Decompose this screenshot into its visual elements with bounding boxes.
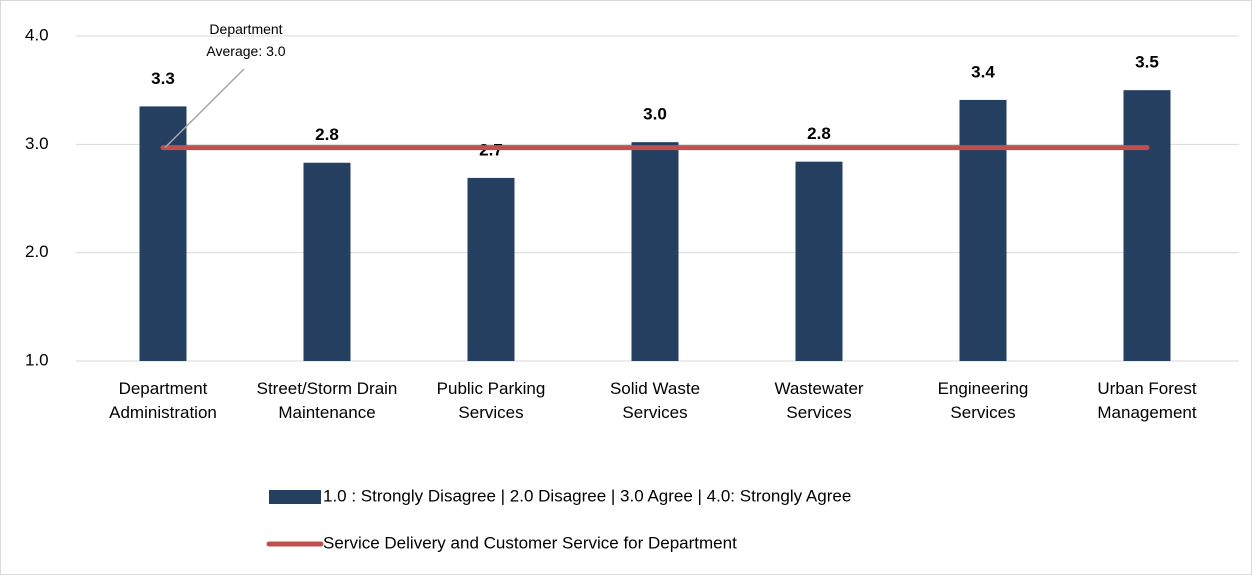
bar [467, 177, 515, 361]
data-label: 3.4 [971, 62, 995, 81]
bar [1123, 90, 1171, 362]
bar [795, 161, 843, 361]
bar [139, 106, 187, 362]
data-label: 2.8 [807, 124, 831, 143]
x-tick-label: Engineering Services [937, 379, 1029, 422]
bar [303, 162, 351, 361]
x-tick-label: Solid Waste Services [609, 379, 701, 422]
x-tick-label: Wastewater Services [774, 379, 864, 422]
bar [959, 99, 1007, 362]
x-tick-label: Street/Storm Drain Maintenance [256, 379, 398, 422]
y-tick-label: 3.0 [25, 134, 49, 153]
data-label: 3.3 [151, 69, 175, 88]
data-label: 3.0 [643, 105, 667, 124]
data-label: 3.5 [1135, 53, 1159, 72]
y-tick-label: 2.0 [25, 242, 49, 261]
legend-swatch [269, 490, 321, 504]
legend-label: 1.0 : Strongly Disagree | 2.0 Disagree |… [323, 486, 851, 505]
bar [631, 142, 679, 361]
y-tick-label: 1.0 [25, 350, 49, 369]
annotation: Department Average: 3.0 [206, 21, 286, 59]
x-tick-label: Urban Forest Management [1097, 379, 1197, 422]
x-tick-label: Department Administration [109, 379, 217, 422]
legend-label: Service Delivery and Customer Service fo… [323, 533, 737, 552]
data-label: 2.8 [315, 125, 339, 144]
x-tick-label: Public Parking Services [436, 379, 546, 422]
y-tick-label: 4.0 [25, 25, 49, 44]
annotation-connector [164, 68, 245, 149]
